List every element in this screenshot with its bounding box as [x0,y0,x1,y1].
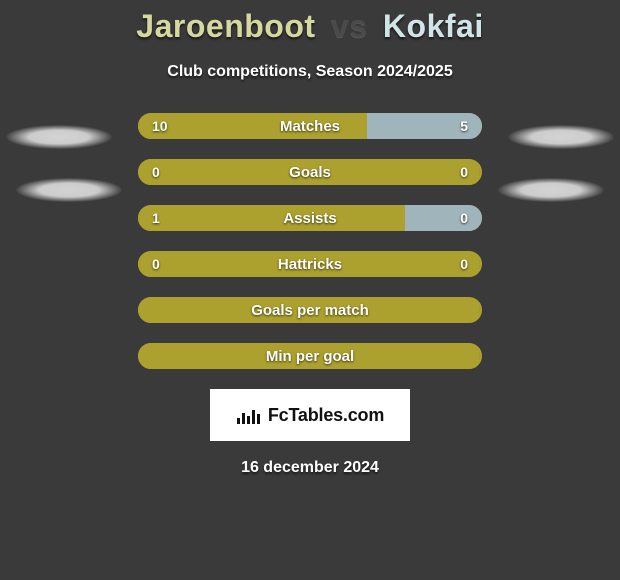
shadow-ellipse [6,125,112,149]
shadow-ellipse [498,178,604,202]
stat-row: 00Goals [138,159,482,185]
brand-text: FcTables.com [268,405,384,426]
stat-label: Goals [140,161,480,183]
shadow-ellipse [508,125,614,149]
brand-logo: FcTables.com [236,402,384,428]
stat-row: Goals per match [138,297,482,323]
stat-label: Assists [140,207,480,229]
brand-box: FcTables.com [210,389,410,441]
vs-label: vs [331,8,368,44]
stat-row: 00Hattricks [138,251,482,277]
player2-name: Kokfai [383,8,484,44]
player1-name: Jaroenboot [136,8,315,44]
stat-label: Hattricks [140,253,480,275]
stat-row: 10Assists [138,205,482,231]
comparison-title: Jaroenboot vs Kokfai [0,0,620,45]
stat-label: Min per goal [140,345,480,367]
stat-row: Min per goal [138,343,482,369]
date-label: 16 december 2024 [0,459,620,477]
subtitle: Club competitions, Season 2024/2025 [0,63,620,81]
stat-label: Goals per match [140,299,480,321]
stat-row: 105Matches [138,113,482,139]
shadow-ellipse [16,178,122,202]
stat-label: Matches [140,115,480,137]
bar-chart-icon [236,402,262,428]
stats-container: 105Matches 00Goals 10Assists 00Hattricks Goa… [138,113,482,369]
